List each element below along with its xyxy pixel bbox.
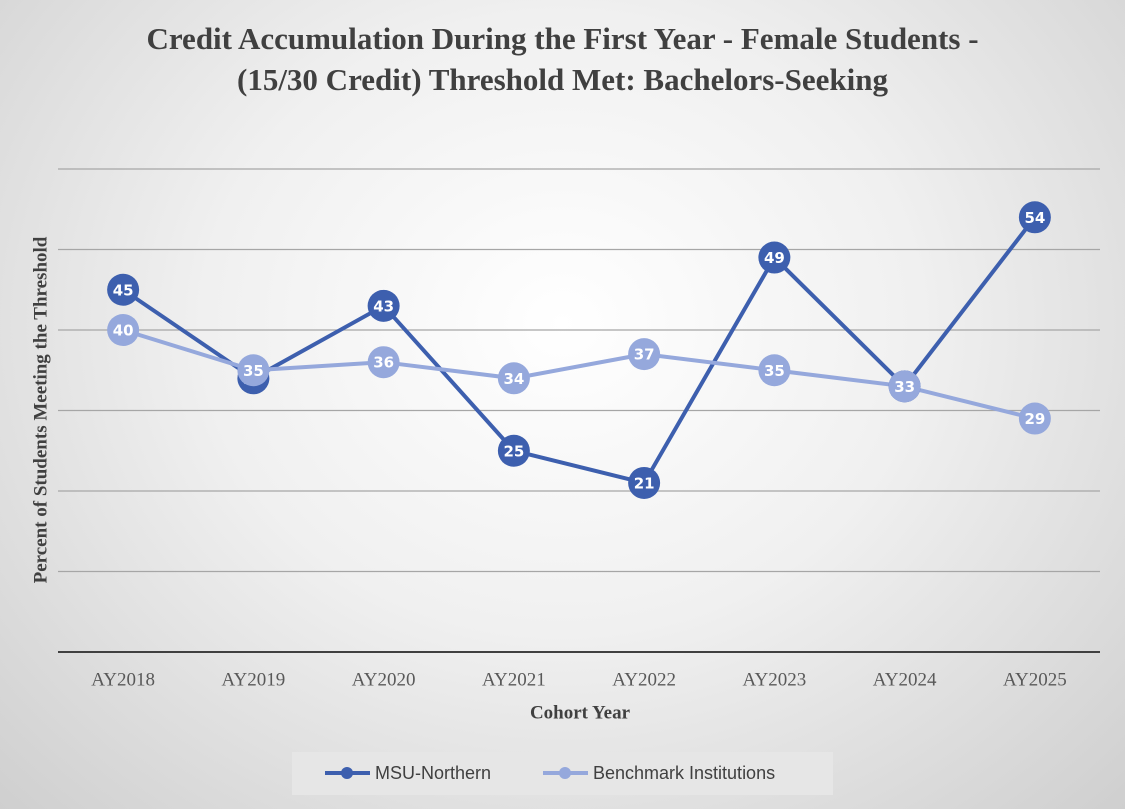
data-label: 45 <box>113 281 134 299</box>
data-label: 29 <box>1024 410 1045 428</box>
data-point <box>1018 402 1051 435</box>
x-axis-title: Cohort Year <box>530 702 631 723</box>
x-tick-label: AY2018 <box>91 669 155 690</box>
data-label: 34 <box>503 370 524 388</box>
x-tick-label: AY2022 <box>612 669 676 690</box>
data-label: 40 <box>113 322 134 340</box>
legend-marker <box>341 767 353 779</box>
data-point <box>758 241 791 274</box>
data-label: 21 <box>634 474 655 492</box>
series-line <box>122 328 1036 421</box>
data-point <box>107 273 140 306</box>
data-point <box>1018 201 1051 234</box>
x-tick-label: AY2025 <box>1003 669 1067 690</box>
legend-label: Benchmark Institutions <box>593 763 775 783</box>
data-label: 35 <box>764 362 785 380</box>
data-label: 36 <box>373 354 394 372</box>
chart-title: Credit Accumulation During the First Yea… <box>146 21 979 97</box>
data-point <box>758 354 791 387</box>
x-tick-label: AY2024 <box>873 669 937 690</box>
data-point <box>497 362 530 395</box>
data-point <box>107 314 140 346</box>
data-point <box>367 346 400 379</box>
x-tick-label: AY2019 <box>222 669 286 690</box>
data-point <box>628 466 661 499</box>
data-label: 37 <box>634 346 655 364</box>
data-label: 35 <box>243 362 264 380</box>
data-label: 33 <box>894 378 915 396</box>
data-point <box>367 289 400 322</box>
data-label: 43 <box>373 297 394 315</box>
x-tick-label: AY2023 <box>743 669 807 690</box>
data-label: 54 <box>1024 209 1045 227</box>
series-line <box>122 216 1037 486</box>
data-point <box>237 354 270 387</box>
data-point <box>888 370 921 403</box>
y-axis-title: Percent of Students Meeting the Threshol… <box>30 236 51 583</box>
data-point <box>628 338 661 371</box>
data-label: 25 <box>503 442 524 460</box>
legend-marker <box>559 767 571 779</box>
data-label: 49 <box>764 249 785 267</box>
x-tick-label: AY2021 <box>482 669 546 690</box>
x-tick-label: AY2020 <box>352 669 416 690</box>
data-point <box>497 434 530 467</box>
legend-label: MSU-Northern <box>375 763 491 783</box>
